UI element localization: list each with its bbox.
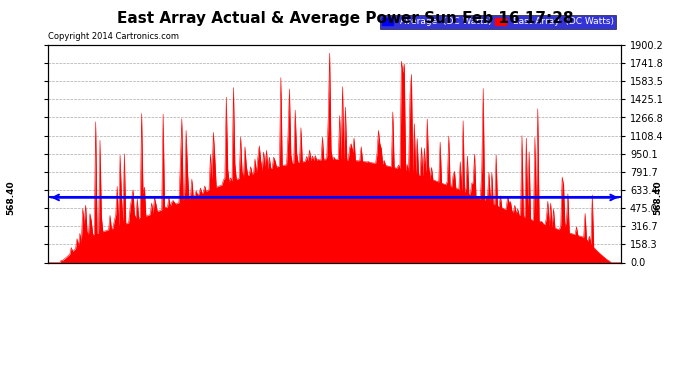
Text: Copyright 2014 Cartronics.com: Copyright 2014 Cartronics.com [48, 32, 179, 41]
Text: 568.40: 568.40 [653, 180, 662, 215]
Legend: Average  (DC Watts), East Array  (DC Watts): Average (DC Watts), East Array (DC Watts… [380, 15, 616, 29]
Text: 568.40: 568.40 [7, 180, 16, 215]
Text: East Array Actual & Average Power Sun Feb 16 17:28: East Array Actual & Average Power Sun Fe… [117, 11, 573, 26]
